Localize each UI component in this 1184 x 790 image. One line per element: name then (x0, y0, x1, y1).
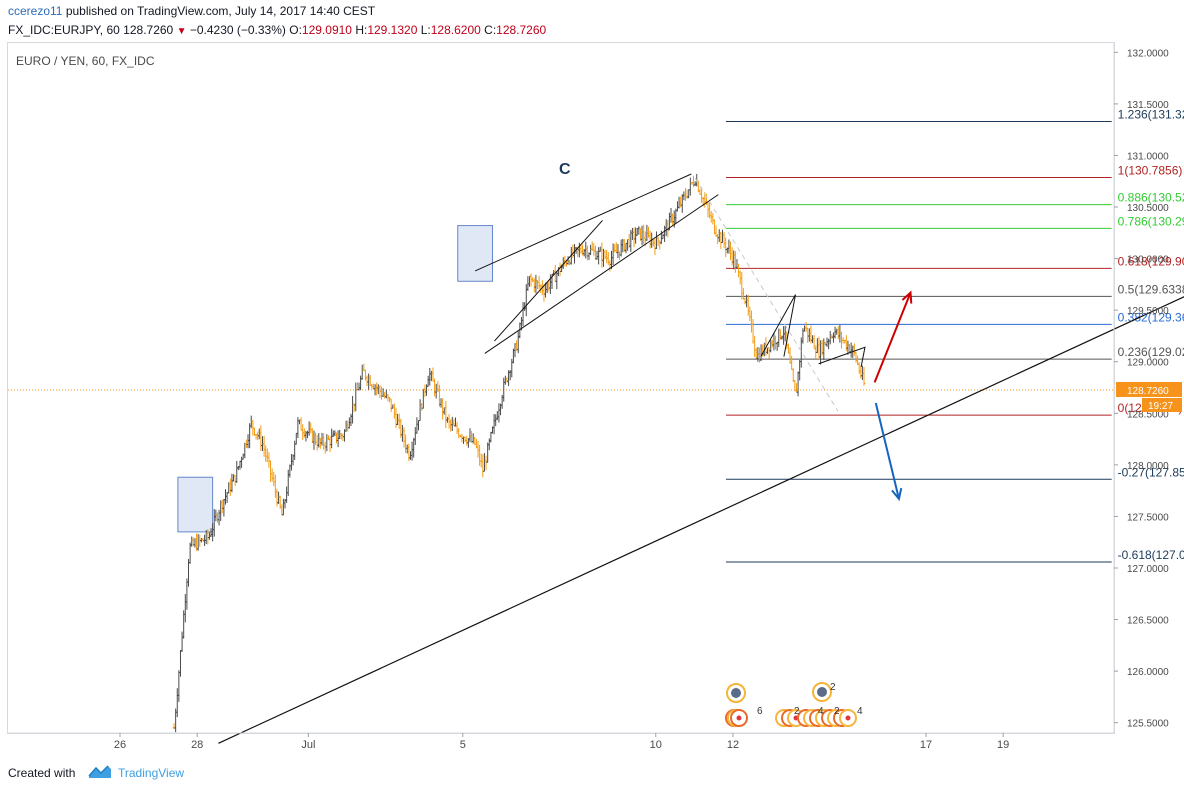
event-icon (817, 687, 827, 697)
price-tick-label: 128.0000 (1127, 461, 1169, 472)
channel-upper-line (474, 173, 692, 272)
highlight-box (457, 225, 493, 282)
chart-header: ccerezo11 published on TradingView.com, … (0, 0, 1184, 42)
bullish-arrow (873, 292, 912, 383)
fib-level-label: 1(130.7856) (1118, 164, 1183, 178)
open-value: 129.0910 (301, 23, 352, 37)
price-tick-label: 125.5000 (1127, 719, 1169, 730)
event-badges: 6 2 4 2 42 (725, 682, 863, 727)
down-triangle-icon: ▼ (176, 26, 187, 37)
tradingview-logo-icon[interactable] (88, 764, 112, 780)
price-tick-label: 131.5000 (1127, 100, 1169, 111)
price-tick-label: 130.0000 (1127, 255, 1169, 266)
fib-level-label: -0.27(127.8599) (1118, 465, 1184, 479)
countdown-marker (1142, 397, 1182, 412)
highlight-boxes (177, 225, 493, 533)
last-price-marker (1116, 381, 1182, 397)
highlight-box (177, 476, 214, 533)
fib-level-label: 0.886(130.5230) (1118, 191, 1184, 205)
event-badge-count: 2 (794, 706, 800, 717)
fib-level-label: 0.5(129.6338) (1118, 282, 1184, 296)
author-link[interactable]: ccerezo11 (8, 4, 63, 18)
price-tick-label: 126.0000 (1127, 667, 1169, 678)
last-price-label: 128.7260 (1127, 386, 1169, 397)
wedge-line (494, 220, 603, 342)
price-tick-label: 129.5000 (1127, 306, 1169, 317)
publish-info: ccerezo11 published on TradingView.com, … (8, 4, 375, 18)
triangle-pattern (818, 346, 866, 367)
event-badge-count: 4 (857, 706, 863, 717)
time-tick-label: 19 (997, 739, 1009, 751)
event-badge-count: 4 (818, 706, 824, 717)
price-tick-label: 131.0000 (1127, 151, 1169, 162)
time-tick-label: 17 (920, 739, 932, 751)
created-with-text: Created with (8, 766, 76, 780)
triangle-pattern (760, 294, 796, 357)
wave-label-c: C (559, 161, 571, 178)
event-icon (736, 715, 742, 721)
chart-area[interactable] (7, 42, 1115, 734)
drawings (218, 173, 1184, 744)
last-price-value: 128.7260 (123, 23, 174, 37)
high-label: H: (355, 23, 368, 37)
fib-level-label: 0.382(129.3619) (1118, 310, 1184, 324)
bearish-arrow-head (891, 487, 903, 502)
time-tick-label: 10 (650, 739, 662, 751)
fib-level-label: 1.236(131.3293) (1118, 107, 1184, 121)
major-trendline (218, 296, 1184, 744)
time-tick-label: Jul (301, 739, 315, 751)
chart-title: EURO / YEN, 60, FX_IDC (16, 54, 155, 68)
time-tick-label: 5 (460, 739, 466, 751)
time-tick-label: 28 (191, 739, 203, 751)
event-badge-count: 6 (757, 706, 763, 717)
fib-level-label: 0.236(129.0256) (1118, 345, 1184, 359)
fib-level-label: 0.786(130.2926) (1118, 214, 1184, 228)
event-badge-count: 2 (830, 682, 836, 693)
fib-level-label: 0.618(129.9056) (1118, 254, 1184, 268)
price-tick-label: 126.5000 (1127, 616, 1169, 627)
close-value: 128.7260 (496, 23, 547, 37)
price-tick-label: 129.0000 (1127, 358, 1169, 369)
ohlc-line: FX_IDC:EURJPY, 60 128.7260 ▼ −0.4230 (−0… (8, 23, 546, 37)
symbol-info: FX_IDC:EURJPY, 60 (8, 23, 120, 37)
price-bars (172, 173, 866, 733)
low-value: 128.6200 (430, 23, 481, 37)
price-tick-label: 130.5000 (1127, 203, 1169, 214)
event-icon (845, 715, 851, 721)
time-tick-label: 26 (114, 739, 126, 751)
dashed-connector (694, 177, 839, 412)
event-icon (731, 688, 741, 698)
countdown-label: 19:27 (1148, 401, 1173, 412)
open-label: O: (289, 23, 302, 37)
change-value: −0.4230 (−0.33%) (189, 23, 286, 37)
price-tick-label: 132.0000 (1127, 48, 1169, 59)
channel-lower-line (484, 194, 719, 354)
axes: 125.5000 126.0000 126.5000 127.0000 127.5000… (8, 42, 1182, 751)
price-tick-label: 127.0000 (1127, 564, 1169, 575)
close-label: C: (484, 23, 497, 37)
fib-level-label: -0.618(127.0582) (1118, 548, 1184, 562)
published-text: published on TradingView.com, July 14, 2… (65, 4, 376, 18)
price-tick-label: 128.5000 (1127, 409, 1169, 420)
low-label: L: (420, 23, 431, 37)
tradingview-brand[interactable]: TradingView (118, 766, 185, 780)
price-tick-label: 127.5000 (1127, 512, 1169, 523)
high-value: 129.1320 (367, 23, 418, 37)
price-chart[interactable]: 1.236(131.3293) 1(130.7856) 0.886(130.5230… (0, 0, 1184, 754)
time-tick-label: 12 (727, 739, 739, 751)
bullish-arrow-head (901, 290, 913, 304)
event-badge-count: 2 (834, 706, 840, 717)
bearish-arrow (874, 402, 900, 500)
footer: Created with TradingView (0, 754, 1184, 790)
